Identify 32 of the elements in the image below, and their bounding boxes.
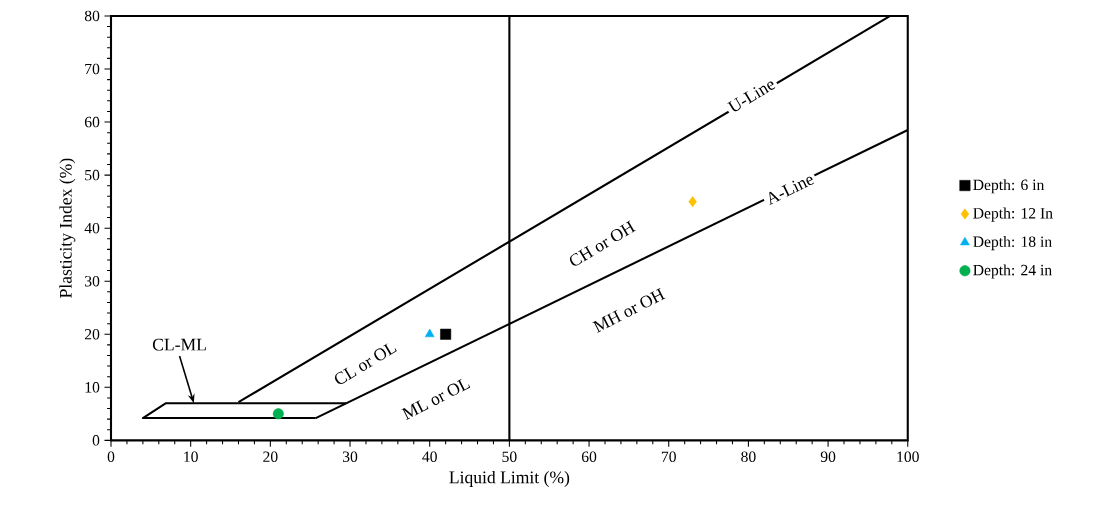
y-tick-label: 10 <box>85 381 100 393</box>
x-tick-label: 60 <box>581 451 597 462</box>
x-tick-label: 30 <box>342 451 358 462</box>
annotation: MH or OH <box>592 287 666 333</box>
y-tick-label: 60 <box>84 116 100 128</box>
x-tick-label: 10 <box>184 451 198 462</box>
x-tick-label: 90 <box>820 451 836 462</box>
annotation: CH or OH <box>569 220 636 266</box>
x-tick-label: 100 <box>897 451 919 462</box>
x-tick-label: 80 <box>741 451 756 462</box>
y-tick-label: 70 <box>85 63 100 75</box>
y-tick-label: 20 <box>84 328 100 340</box>
x-axis-title: Liquid Limit (%) <box>449 470 570 487</box>
annotation: ML or OL <box>401 378 471 420</box>
annotation: CL-ML <box>152 338 206 351</box>
annotation: A-Line <box>769 176 815 205</box>
y-tick-label: 40 <box>84 222 100 234</box>
x-tick-label: 20 <box>263 451 278 462</box>
x-tick-label: 50 <box>502 451 517 462</box>
x-tick-label: 40 <box>422 451 437 462</box>
annotation: CL or OL <box>334 343 397 384</box>
y-axis-title: Plasticity Index (%) <box>59 158 76 298</box>
legend-label: Depth: 18 in <box>973 235 1052 250</box>
legend-label: Depth: 6 in <box>973 178 1045 194</box>
legend-label: Depth: 12 In <box>973 207 1053 222</box>
x-tick-label: 0 <box>107 451 115 462</box>
y-tick-label: 30 <box>85 275 100 287</box>
y-tick-label: 0 <box>92 434 100 446</box>
y-tick-label: 50 <box>85 169 100 181</box>
y-tick-label: 80 <box>84 10 100 21</box>
x-tick-label: 70 <box>661 451 676 462</box>
legend-label: Depth: 24 in <box>973 264 1052 279</box>
